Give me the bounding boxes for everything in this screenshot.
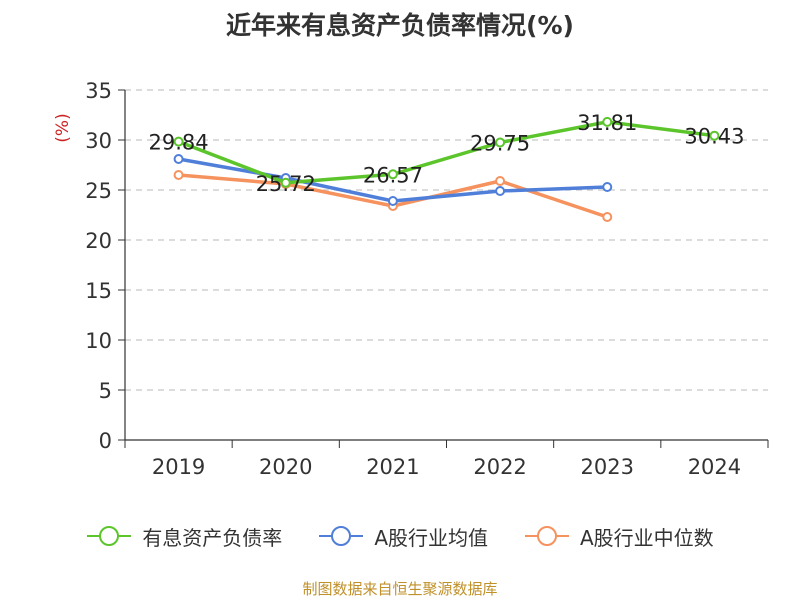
series-lines — [173, 116, 720, 222]
legend-item: 有息资产负债率 — [86, 522, 282, 551]
data-point — [602, 116, 613, 127]
data-labels: 29.84 25.72 26.57 29.75 31.81 30.43 — [149, 111, 745, 196]
x-tick-label: 2024 — [688, 455, 741, 479]
data-label: 30.43 — [684, 125, 744, 149]
y-tick-label: 25 — [85, 179, 112, 203]
x-tick-label: 2020 — [259, 455, 312, 479]
series-line — [177, 120, 715, 185]
data-point — [280, 177, 291, 188]
data-point — [173, 136, 184, 147]
data-point — [173, 170, 184, 180]
legend-label: 有息资产负债率 — [142, 525, 283, 550]
data-point — [495, 176, 506, 186]
data-point — [387, 169, 398, 180]
y-tick-label: 15 — [85, 279, 112, 303]
legend-label: A股行业均值 — [374, 525, 488, 550]
y-tick-label: 35 — [85, 79, 112, 103]
legend-circle — [331, 526, 352, 546]
data-label: 29.75 — [470, 132, 530, 156]
data-point — [602, 212, 613, 222]
source-note: 制图数据来自恒生聚源数据库 — [302, 580, 498, 598]
legend: 有息资产负债率 A股行业均值 A股行业中位数 — [0, 520, 800, 552]
data-point — [495, 186, 506, 196]
data-point — [709, 130, 720, 141]
data-label: 31.81 — [577, 111, 637, 135]
y-tick-label: 30 — [85, 129, 112, 153]
legend-circle — [537, 526, 557, 546]
legend-marker-icon — [87, 526, 132, 546]
legend-circle — [99, 526, 120, 546]
x-tick-label: 2023 — [581, 455, 634, 479]
data-point — [387, 196, 398, 206]
y-tick-label: 0 — [99, 429, 112, 453]
x-tick-label: 2022 — [473, 455, 526, 479]
x-tick-label: 2019 — [152, 455, 205, 479]
legend-label: A股行业中位数 — [580, 525, 714, 550]
y-tick-label: 5 — [99, 379, 112, 403]
data-label: 25.72 — [256, 172, 316, 196]
legend-item: A股行业中位数 — [524, 522, 714, 551]
data-label: 26.57 — [363, 163, 423, 187]
y-tick-label: 10 — [85, 329, 112, 353]
grid-lines — [125, 89, 768, 391]
legend-marker-icon — [319, 526, 364, 546]
legend-item: A股行业均值 — [318, 522, 488, 551]
y-axis-label: (%) — [53, 113, 73, 142]
data-point — [602, 182, 613, 192]
data-label: 29.84 — [149, 131, 209, 155]
data-point — [173, 154, 184, 164]
x-tick-label: 2021 — [366, 455, 419, 479]
legend-marker-icon — [525, 526, 569, 546]
y-tick-label: 20 — [85, 229, 112, 253]
axes: 0 5 10 15 20 25 30 35 2019 2020 2021 2022 2023 2024 — [85, 79, 769, 479]
chart-title: 近年来有息资产负债率情况(%) — [226, 11, 574, 40]
data-point — [495, 137, 506, 148]
